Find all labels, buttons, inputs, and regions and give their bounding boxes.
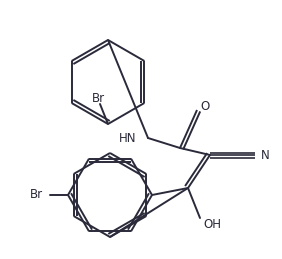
Text: Br: Br	[91, 91, 105, 104]
Text: N: N	[261, 148, 269, 162]
Text: HN: HN	[118, 132, 136, 145]
Text: O: O	[201, 99, 210, 112]
Text: Br: Br	[29, 189, 43, 202]
Text: OH: OH	[203, 218, 221, 231]
